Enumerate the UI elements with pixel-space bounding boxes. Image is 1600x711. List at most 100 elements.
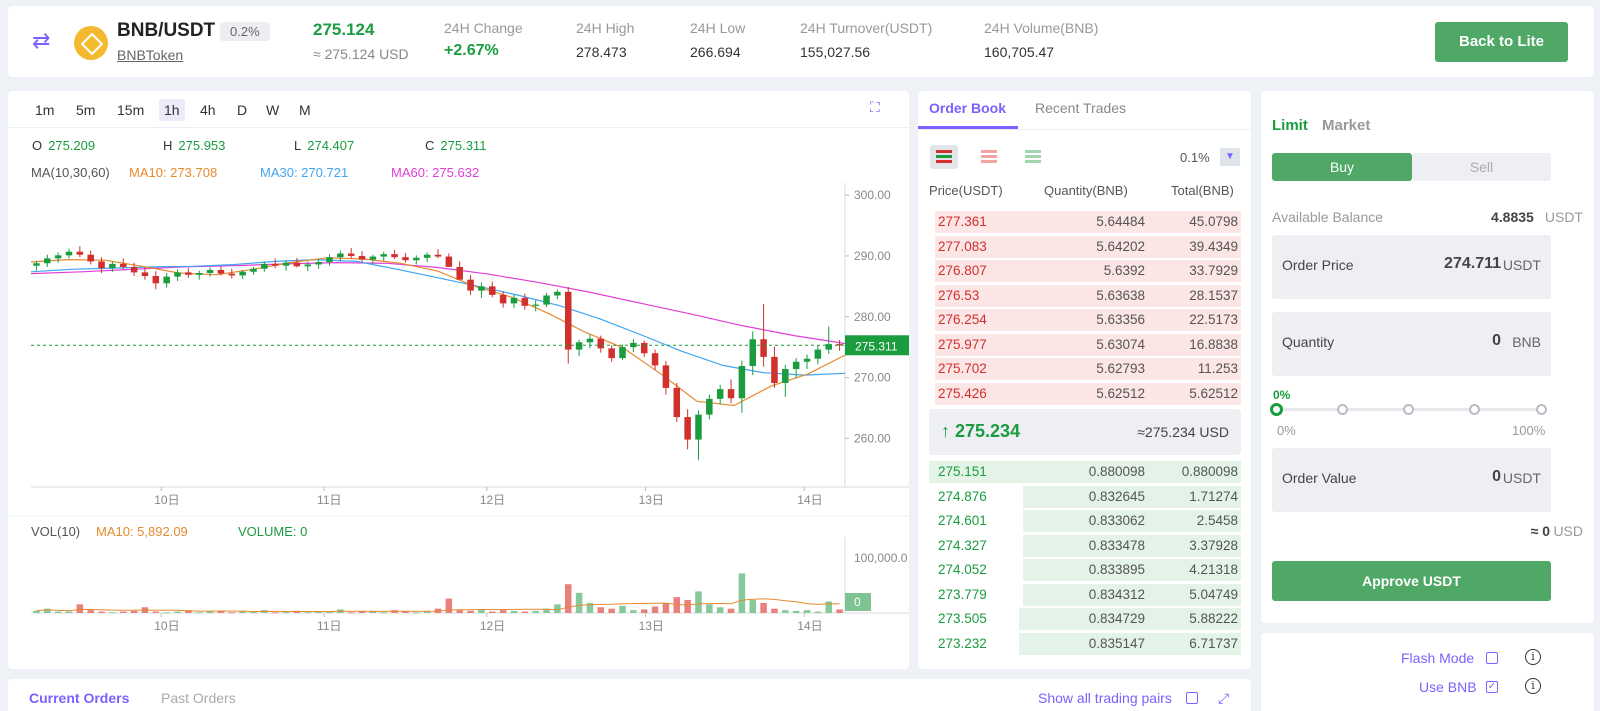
- quantity-cell: 0.833478: [1088, 537, 1145, 553]
- slider-knob-75[interactable]: [1469, 404, 1480, 415]
- ask-row[interactable]: 275.977 5.63074 16.8838: [929, 333, 1241, 358]
- last-price: 275.124: [313, 20, 375, 39]
- precision-value[interactable]: 0.1%: [1180, 150, 1210, 165]
- bid-row[interactable]: 273.779 0.834312 5.04749: [929, 583, 1241, 608]
- price-cell: 274.327: [938, 537, 987, 553]
- depth-bar: [1019, 632, 1241, 655]
- ohlc-close: C 275.311: [425, 138, 486, 153]
- flash-mode-checkbox[interactable]: [1486, 652, 1498, 664]
- ohlc-high: H 275.953: [163, 138, 225, 153]
- info-icon[interactable]: i: [1525, 678, 1541, 694]
- volume-bar: [423, 611, 431, 613]
- expand-icon[interactable]: ⤢: [1218, 690, 1230, 706]
- volume-bar: [44, 608, 51, 613]
- ask-row[interactable]: 275.426 5.62512 5.62512: [929, 382, 1241, 407]
- timeframe-1h[interactable]: 1h: [159, 99, 185, 121]
- timeframe-4h[interactable]: 4h: [200, 102, 216, 118]
- ask-row[interactable]: 275.702 5.62793 11.253: [929, 357, 1241, 382]
- candle-body: [391, 254, 398, 258]
- show-all-pairs-checkbox[interactable]: [1186, 692, 1198, 704]
- order-value-field[interactable]: Order Value 0 USDT: [1272, 448, 1551, 512]
- volume-bar: [825, 601, 832, 613]
- timeframe-m[interactable]: M: [299, 102, 311, 118]
- up-arrow-icon: ↑: [941, 421, 950, 441]
- chevron-down-icon[interactable]: ▼: [1220, 148, 1240, 166]
- quantity-cell: 0.833062: [1088, 513, 1145, 528]
- ask-row[interactable]: 276.53 5.63638 28.1537: [929, 284, 1241, 309]
- slider-knob-25[interactable]: [1337, 404, 1348, 415]
- volume-bar: [597, 607, 605, 613]
- back-to-lite-button[interactable]: Back to Lite: [1435, 22, 1568, 62]
- volume-bar: [54, 611, 62, 613]
- quantity-field[interactable]: Quantity 0 BNB: [1272, 312, 1551, 376]
- price-tick-label: 280.00: [854, 310, 891, 324]
- swap-arrows-icon[interactable]: ⇄: [32, 28, 51, 53]
- tab-current-orders[interactable]: Current Orders: [29, 690, 130, 706]
- book-asks-icon[interactable]: [975, 145, 1003, 169]
- ask-row[interactable]: 276.807 5.6392 33.7929: [929, 259, 1241, 284]
- slider-knob-100[interactable]: [1536, 404, 1547, 415]
- volume-bar: [836, 609, 843, 613]
- ask-row[interactable]: 277.361 5.64484 45.0798: [929, 210, 1241, 235]
- order-price-input[interactable]: 274.711: [1444, 255, 1501, 272]
- total-cell: 39.4349: [1189, 238, 1238, 254]
- slider-knob-0[interactable]: [1270, 403, 1283, 416]
- order-price-field[interactable]: Order Price 274.711 USDT: [1272, 235, 1551, 299]
- total-cell: 5.62512: [1189, 385, 1238, 401]
- bid-row[interactable]: 273.232 0.835147 6.71737: [929, 632, 1241, 657]
- total-cell: 22.5173: [1189, 312, 1238, 327]
- volume-bar: [803, 610, 811, 613]
- tab-order-book[interactable]: Order Book: [929, 100, 1007, 116]
- tab-recent-trades[interactable]: Recent Trades: [1035, 100, 1127, 116]
- candle-body: [174, 272, 181, 277]
- sell-button[interactable]: Sell: [1412, 153, 1551, 181]
- timeframe-d[interactable]: D: [237, 102, 248, 118]
- total-cell: 16.8838: [1189, 336, 1238, 352]
- date-tick-label: 11日: [317, 619, 341, 633]
- use-bnb-checkbox[interactable]: ✓: [1486, 681, 1498, 693]
- total-cell: 0.880098: [1181, 464, 1238, 479]
- total-cell: 45.0798: [1189, 214, 1238, 229]
- ask-row[interactable]: 277.083 5.64202 39.4349: [929, 235, 1241, 260]
- buy-button[interactable]: Buy: [1272, 153, 1412, 181]
- show-all-pairs-label[interactable]: Show all trading pairs: [1038, 690, 1172, 706]
- quantity-cell: 0.834729: [1088, 611, 1145, 626]
- token-link[interactable]: BNBToken: [117, 47, 184, 63]
- tab-limit[interactable]: Limit: [1272, 117, 1308, 134]
- ask-row[interactable]: 276.254 5.63356 22.5173: [929, 308, 1241, 333]
- bid-row[interactable]: 274.052 0.833895 4.21318: [929, 558, 1241, 583]
- info-icon[interactable]: i: [1525, 649, 1541, 665]
- date-tick-label: 10日: [154, 619, 179, 633]
- tab-past-orders[interactable]: Past Orders: [161, 690, 236, 706]
- quantity-cell: 5.63356: [1096, 312, 1145, 327]
- book-both-icon[interactable]: [930, 145, 958, 169]
- book-bids-icon[interactable]: [1019, 145, 1047, 169]
- volume-bar: [510, 610, 518, 613]
- bid-row[interactable]: 274.601 0.833062 2.5458: [929, 509, 1241, 534]
- candle-body: [163, 276, 170, 284]
- stat-value: 160,705.47: [984, 44, 1055, 60]
- quantity-input[interactable]: 0: [1492, 332, 1501, 349]
- fullscreen-icon[interactable]: ⛶: [870, 99, 880, 115]
- orders-panel: Current Orders Past Orders Show all trad…: [8, 679, 1251, 711]
- timeframe-w[interactable]: W: [266, 102, 280, 118]
- date-tick-label: 13日: [639, 619, 664, 633]
- approve-usdt-button[interactable]: Approve USDT: [1272, 561, 1551, 601]
- bnb-coin-icon: [74, 26, 108, 60]
- tab-market[interactable]: Market: [1322, 117, 1371, 134]
- candle-body: [564, 291, 572, 350]
- timeframe-1m[interactable]: 1m: [35, 102, 55, 118]
- order-value-input[interactable]: 0: [1492, 468, 1501, 485]
- candlestick-chart[interactable]: 300.00290.00280.00270.00260.0010日10日11日1…: [8, 91, 909, 669]
- bid-row[interactable]: 275.151 0.880098 0.880098: [929, 460, 1241, 485]
- bid-row[interactable]: 273.505 0.834729 5.88222: [929, 607, 1241, 632]
- price-cell: 275.702: [938, 361, 987, 376]
- pair-name[interactable]: BNB/USDT: [117, 20, 216, 41]
- bid-row[interactable]: 274.876 0.832645 1.71274: [929, 485, 1241, 510]
- timeframe-15m[interactable]: 15m: [117, 102, 145, 118]
- slider-knob-50[interactable]: [1403, 404, 1414, 415]
- timeframe-5m[interactable]: 5m: [76, 102, 96, 118]
- bid-row[interactable]: 274.327 0.833478 3.37928: [929, 534, 1241, 559]
- ohlc-value: 275.311: [440, 138, 487, 153]
- stat-label: 24H Change: [444, 20, 523, 36]
